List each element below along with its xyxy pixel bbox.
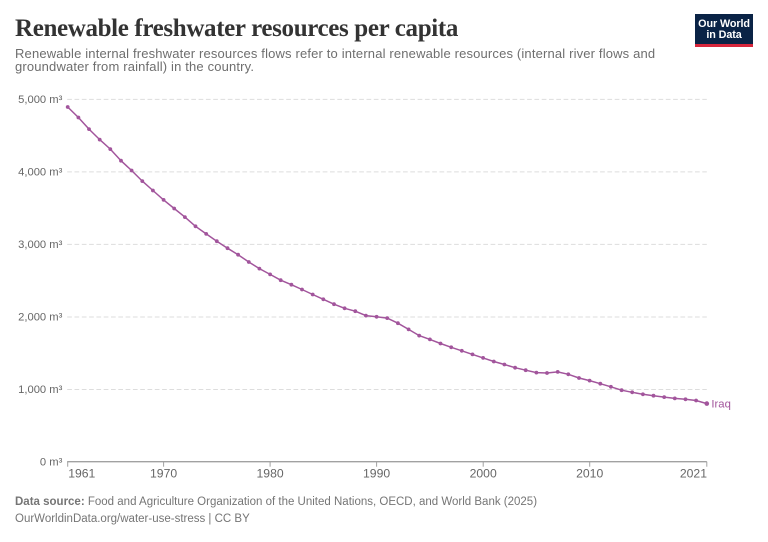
svg-text:5,000 m³: 5,000 m³ bbox=[18, 94, 62, 106]
svg-text:1961: 1961 bbox=[68, 467, 95, 481]
svg-text:3,000 m³: 3,000 m³ bbox=[18, 239, 62, 251]
svg-text:2021: 2021 bbox=[680, 467, 707, 481]
svg-text:2000: 2000 bbox=[470, 467, 497, 481]
svg-text:4,000 m³: 4,000 m³ bbox=[18, 166, 62, 178]
svg-text:1990: 1990 bbox=[363, 467, 390, 481]
svg-text:1970: 1970 bbox=[150, 467, 177, 481]
svg-text:2010: 2010 bbox=[576, 467, 603, 481]
svg-text:Iraq: Iraq bbox=[711, 399, 730, 411]
svg-text:1,000 m³: 1,000 m³ bbox=[18, 384, 62, 396]
svg-text:1980: 1980 bbox=[257, 467, 284, 481]
svg-text:2,000 m³: 2,000 m³ bbox=[18, 311, 62, 323]
svg-text:0 m³: 0 m³ bbox=[40, 456, 63, 468]
